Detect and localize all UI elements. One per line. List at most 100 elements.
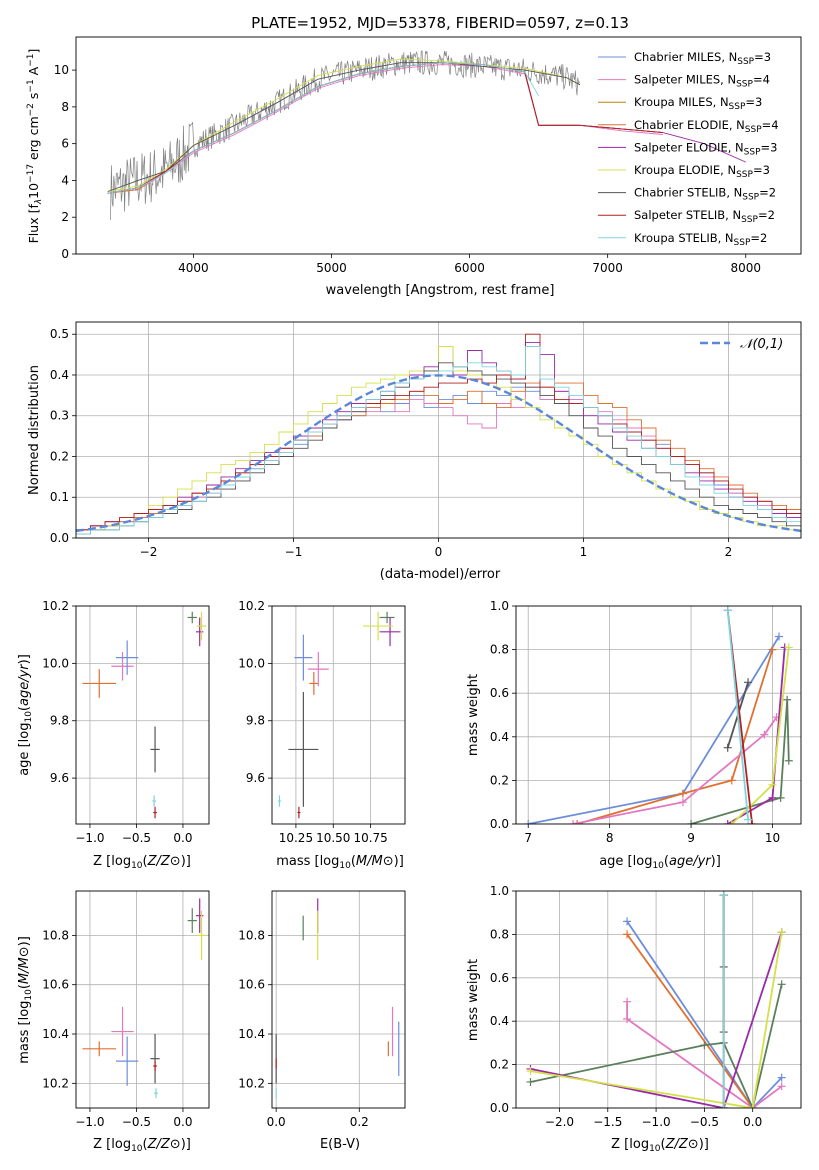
weight-line	[576, 649, 774, 824]
x-tick-label: 0.0	[173, 831, 192, 845]
x-tick-label: 0.2	[350, 1115, 369, 1129]
x-tick-label: −0.5	[122, 831, 151, 845]
y-tick-label: 0.2	[50, 449, 69, 463]
weight-marker	[777, 1082, 786, 1091]
age-vs-metallicity-axes: −1.0 −0.5 0.0 9.6 9.8 10.0 10.2 Z [log10(Z/Z⊙)]…	[17, 599, 210, 871]
x-tick-label: 5000	[316, 261, 347, 275]
y-tick-label: 0.6	[490, 971, 509, 985]
model-spectrum-line	[107, 62, 581, 192]
y-tick-label: 1.0	[490, 884, 509, 898]
y-tick-label: 10.4	[238, 1027, 265, 1041]
weight-marker	[723, 820, 732, 824]
y-tick-label: 10.2	[238, 1076, 265, 1090]
weight-marker	[723, 743, 732, 752]
weight-line	[690, 699, 790, 824]
y-tick-label: 0.5	[50, 327, 69, 341]
x-tick-label: 10.75	[353, 831, 387, 845]
plot-content	[272, 891, 405, 1108]
spectrum-axes: 4000 5000 6000 7000 8000 0 2 4 6 8 10 PLATE=1952, M…	[26, 14, 802, 298]
y-axis-label: Flux [fλ10−17 erg cm−2 s−1 A−1]	[26, 49, 44, 244]
x-tick-label: 8	[606, 831, 614, 845]
mass-vs-extinction-axes: 0.0 0.2 10.2 10.4 10.6 10.8 E(B-V)	[238, 890, 406, 1152]
y-tick-label: 0.0	[50, 531, 69, 545]
weight-marker	[573, 820, 582, 824]
x-tick-label: 1	[580, 545, 588, 559]
weight-marker	[777, 1073, 786, 1082]
legend-label: Salpeter STELIB, NSSP=2	[634, 208, 775, 225]
legend-label: Kroupa MILES, NSSP=3	[634, 95, 762, 112]
weight-marker	[678, 789, 687, 798]
weight-marker	[760, 730, 769, 739]
y-axis-label: mass [log10(M/M⊙)]	[17, 936, 34, 1064]
legend-label: Kroupa STELIB, NSSP=2	[634, 231, 767, 248]
weight-marker	[623, 997, 632, 1006]
axes-frame	[515, 890, 802, 1109]
y-tick-label: 10.2	[42, 599, 69, 613]
weight-marker	[526, 1077, 535, 1086]
x-tick-label: 0.0	[743, 1115, 762, 1129]
weight-marker	[748, 1104, 757, 1108]
y-tick-label: 9.8	[246, 714, 265, 728]
plot-area	[76, 891, 209, 1108]
x-tick-label: −0.5	[690, 1115, 719, 1129]
y-tick-label: 0.4	[490, 730, 509, 744]
weight-marker	[768, 645, 777, 654]
y-axis-label: mass weight	[466, 674, 481, 756]
weight-line	[626, 920, 783, 1108]
x-tick-label: −2	[140, 545, 158, 559]
x-tick-label: 8000	[730, 261, 761, 275]
weight-marker	[687, 820, 696, 824]
x-axis-label: wavelength [Angstrom, rest frame]	[326, 283, 555, 298]
plot-content	[76, 891, 209, 1108]
residual-histogram-step	[76, 333, 801, 531]
x-tick-label: 9	[687, 831, 695, 845]
x-axis-label: (data-model)/error	[380, 567, 501, 582]
plot-content	[516, 606, 801, 824]
y-tick-label: 10	[54, 63, 69, 77]
y-tick-label: 6	[61, 137, 69, 151]
y-tick-label: 0.6	[490, 686, 509, 700]
x-tick-label: 6000	[454, 261, 485, 275]
weight-marker	[727, 820, 736, 824]
weight-line	[530, 932, 783, 1108]
weight-marker	[719, 891, 728, 900]
x-tick-label: 7000	[592, 261, 623, 275]
legend-label: 𝒩(0,1)	[740, 337, 783, 352]
weight-marker	[744, 815, 753, 824]
x-axis-label: age [log10(age/yr)]	[599, 854, 721, 871]
legend-label: Chabrier MILES, NSSP=3	[634, 50, 771, 67]
y-tick-label: 0.1	[50, 490, 69, 504]
y-tick-label: 2	[61, 210, 69, 224]
x-tick-label: −1.0	[75, 831, 104, 845]
x-tick-label: 0.0	[267, 1115, 286, 1129]
axes-frame	[75, 36, 802, 255]
axes-frame	[75, 605, 210, 825]
model-spectrum-line	[107, 62, 539, 194]
plot-content	[76, 322, 801, 538]
y-tick-label: 10.2	[238, 599, 265, 613]
y-tick-label: 0.0	[490, 817, 509, 831]
legend-label: Chabrier STELIB, NSSP=2	[634, 186, 776, 203]
weight-marker	[784, 756, 793, 765]
x-tick-label: 2	[725, 545, 733, 559]
weight-marker	[719, 1104, 728, 1108]
y-tick-label: 0.2	[490, 1058, 509, 1072]
histogram-axes: −2 −1 0 1 2 0.0 0.1 0.2 0.3 0.4 0.5 𝒩(0,1) (data-mod…	[27, 321, 802, 582]
plot-area	[272, 606, 405, 824]
weight-marker	[775, 632, 784, 641]
weight-line	[626, 1001, 783, 1108]
x-tick-label: −1	[285, 545, 303, 559]
x-axis-label: E(B-V)	[320, 1137, 360, 1152]
weight-marker	[569, 820, 577, 824]
y-tick-label: 10.8	[238, 928, 265, 942]
weight-marker	[744, 678, 753, 687]
x-tick-label: 4000	[178, 261, 209, 275]
residual-histogram-step	[76, 346, 801, 535]
legend-label: Salpeter ELODIE, NSSP=3	[634, 140, 777, 157]
plot-area	[76, 37, 801, 254]
y-axis-label: age [log10(age/yr)]	[17, 654, 34, 776]
legend-label: Kroupa ELODIE, NSSP=3	[634, 163, 770, 180]
observed-spectrum-line	[110, 50, 580, 220]
weight-marker	[776, 793, 785, 802]
y-tick-label: 10.8	[42, 928, 69, 942]
